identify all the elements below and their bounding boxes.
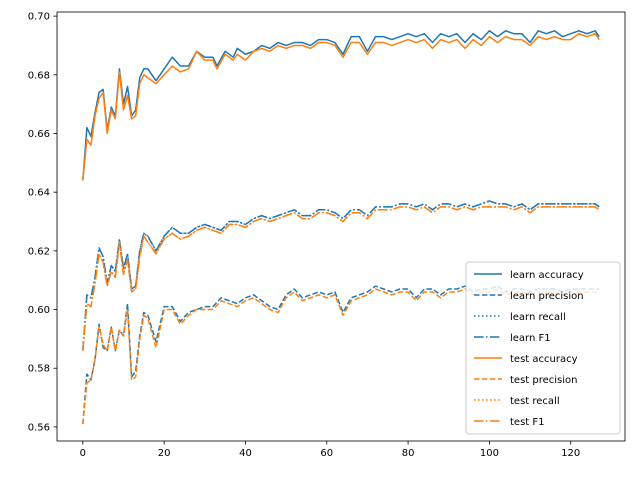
x-tick: 0 (80, 441, 86, 459)
y-tick-label: 0.62 (28, 246, 50, 257)
y-tick-label: 0.68 (28, 70, 50, 81)
x-tick-label: 120 (561, 448, 580, 459)
legend-label: test precision (510, 375, 578, 386)
legend-label: test accuracy (510, 354, 578, 365)
y-tick-label: 0.66 (28, 129, 50, 140)
legend: learn accuracy learn precision learn recal… (465, 261, 621, 435)
axes-frame (56, 11, 626, 442)
x-tick: 80 (402, 441, 415, 459)
y-tick: 0.64 (28, 188, 57, 199)
x-tick-label: 40 (239, 448, 252, 459)
y-tick: 0.68 (28, 70, 57, 81)
legend-label: test recall (510, 396, 560, 407)
y-tick: 0.70 (28, 12, 57, 23)
legend-label: learn precision (510, 291, 584, 302)
series-line-test-f1 (82, 206, 600, 351)
x-tick-label: 60 (320, 448, 333, 459)
x-tick-label: 100 (480, 448, 499, 459)
x-tick: 60 (320, 441, 333, 459)
x-tick: 40 (239, 441, 252, 459)
legend-label: learn F1 (510, 333, 551, 344)
series-line-learn-accuracy (82, 30, 600, 181)
y-tick: 0.66 (28, 129, 57, 140)
x-tick: 100 (480, 441, 499, 459)
series-line-test-accuracy (82, 32, 600, 181)
x-tick-label: 0 (80, 448, 86, 459)
legend-label: learn accuracy (510, 270, 584, 281)
series-line-test-precision (82, 288, 600, 425)
y-tick-label: 0.64 (28, 188, 50, 199)
y-tick: 0.60 (28, 305, 57, 316)
legend-box (465, 261, 621, 435)
series-layer (82, 30, 600, 425)
legend-label: learn recall (510, 312, 566, 323)
x-tick-label: 80 (402, 448, 415, 459)
axes-layer: 0 20 40 60 80 100 120 0.56 0.58 0.60 0.62 0.64 0.66 0… (28, 11, 626, 459)
y-tick-label: 0.56 (28, 422, 50, 433)
x-tick: 20 (158, 441, 171, 459)
x-tick: 120 (561, 441, 580, 459)
series-line-learn-f1 (82, 200, 600, 351)
legend-label: test F1 (510, 417, 545, 428)
y-tick-label: 0.60 (28, 305, 50, 316)
y-tick-label: 0.70 (28, 12, 50, 23)
y-tick: 0.62 (28, 246, 57, 257)
y-tick: 0.58 (28, 364, 57, 375)
y-tick-label: 0.58 (28, 364, 50, 375)
y-tick: 0.56 (28, 422, 57, 433)
x-tick-label: 20 (158, 448, 171, 459)
